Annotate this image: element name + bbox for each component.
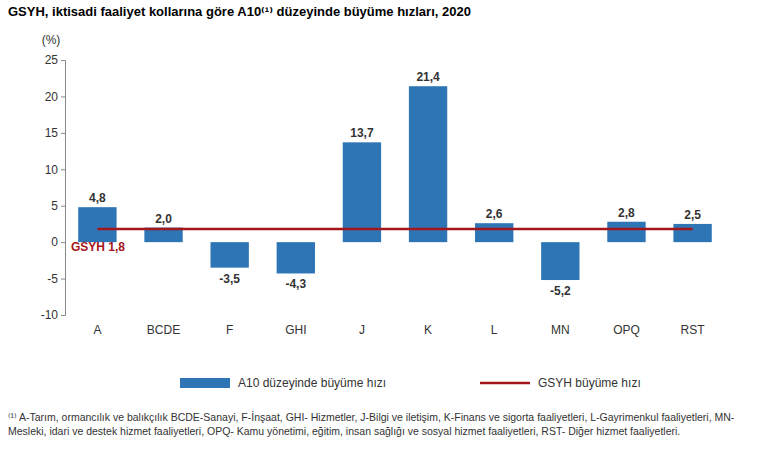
- y-tick-mark: [61, 60, 65, 61]
- y-tick-label: 10: [45, 163, 59, 177]
- bar: [78, 207, 116, 242]
- x-tick-label: OPQ: [613, 323, 640, 337]
- x-axis: A BCDE F GHI J K L MN OPQ RST: [93, 323, 705, 337]
- annotation: GSYH 1,8: [71, 240, 125, 254]
- x-tick: F: [226, 323, 233, 337]
- y-tick-label: 15: [45, 126, 59, 140]
- x-tick: MN: [551, 323, 570, 337]
- bar: [475, 223, 513, 242]
- y-tick-label: 5: [51, 199, 58, 213]
- footnote: ⁽¹⁾ A-Tarım, ormancılık ve balıkçılık BC…: [8, 410, 768, 438]
- bar: [673, 224, 711, 242]
- data-label: -5,2: [550, 284, 571, 298]
- legend-label: GSYH büyüme hızı: [538, 376, 641, 390]
- x-tick: BCDE: [147, 323, 180, 337]
- data-label: -4,3: [285, 277, 306, 291]
- y-tick: -10: [41, 308, 65, 322]
- y-tick-label: 0: [51, 235, 58, 249]
- x-tick: K: [424, 323, 432, 337]
- data-label: 4,8: [89, 191, 106, 205]
- x-tick-label: BCDE: [147, 323, 180, 337]
- x-tick-label: A: [93, 323, 101, 337]
- y-tick-label: 20: [45, 90, 59, 104]
- y-tick-label: -10: [41, 308, 59, 322]
- x-tick-label: RST: [681, 323, 706, 337]
- y-tick-mark: [61, 96, 65, 97]
- x-tick: J: [359, 323, 365, 337]
- x-tick: A: [93, 323, 101, 337]
- bar: [409, 86, 447, 242]
- y-tick-mark: [61, 206, 65, 207]
- legend-entry: A10 düzeyinde büyüme hızı: [180, 376, 386, 390]
- bar: [277, 242, 315, 273]
- x-tick: OPQ: [613, 323, 640, 337]
- data-label: 2,5: [684, 208, 701, 222]
- x-tick: GHI: [285, 323, 306, 337]
- y-tick: 25: [45, 53, 65, 67]
- y-axis-label: (%): [42, 33, 61, 47]
- x-tick: RST: [681, 323, 706, 337]
- legend-label: A10 düzeyinde büyüme hızı: [238, 376, 386, 390]
- x-tick-label: MN: [551, 323, 570, 337]
- legend-swatch: [480, 382, 530, 385]
- chart-svg: GSYH, iktisadi faaliyet kollarına göre A…: [0, 0, 780, 405]
- reference-line: [97, 228, 692, 231]
- x-tick-label: L: [491, 323, 498, 337]
- y-tick: 0: [51, 235, 65, 249]
- legend: A10 düzeyinde büyüme hızı GSYH büyüme hız…: [180, 376, 641, 390]
- plot-area: -10 -5 0 5 10 15 20 25 A BCDE F GHI J K L MN OPQ RST 4,8 2,…: [41, 53, 712, 336]
- y-tick: 20: [45, 90, 65, 104]
- bar: [541, 242, 579, 280]
- x-tick-label: K: [424, 323, 432, 337]
- x-tick-label: J: [359, 323, 365, 337]
- data-label: 21,4: [416, 70, 440, 84]
- y-axis-line: [61, 61, 66, 316]
- x-tick: L: [491, 323, 498, 337]
- data-label: -3,5: [219, 272, 240, 286]
- y-tick-mark: [61, 169, 65, 170]
- y-tick-mark: [61, 133, 65, 134]
- y-tick-label: 25: [45, 53, 59, 67]
- bar: [343, 142, 381, 242]
- y-tick: 10: [45, 163, 65, 177]
- y-axis: -10 -5 0 5 10 15 20 25: [41, 53, 66, 322]
- bar: [210, 242, 248, 268]
- y-tick-mark: [61, 315, 65, 316]
- marks: [78, 86, 712, 280]
- y-tick: 15: [45, 126, 65, 140]
- x-tick-label: GHI: [285, 323, 306, 337]
- data-label: 2,0: [155, 212, 172, 226]
- y-tick: -5: [47, 272, 65, 286]
- legend-entry: GSYH büyüme hızı: [480, 376, 641, 390]
- data-label: 2,6: [486, 207, 503, 221]
- y-tick-mark: [61, 242, 65, 243]
- legend-swatch: [180, 378, 230, 388]
- y-tick-mark: [61, 279, 65, 280]
- x-tick-label: F: [226, 323, 233, 337]
- y-tick: 5: [51, 199, 65, 213]
- bar: [607, 222, 645, 242]
- y-tick-label: -5: [47, 272, 58, 286]
- data-label: 13,7: [350, 126, 374, 140]
- data-label: 2,8: [618, 206, 635, 220]
- title: GSYH, iktisadi faaliyet kollarına göre A…: [8, 4, 471, 19]
